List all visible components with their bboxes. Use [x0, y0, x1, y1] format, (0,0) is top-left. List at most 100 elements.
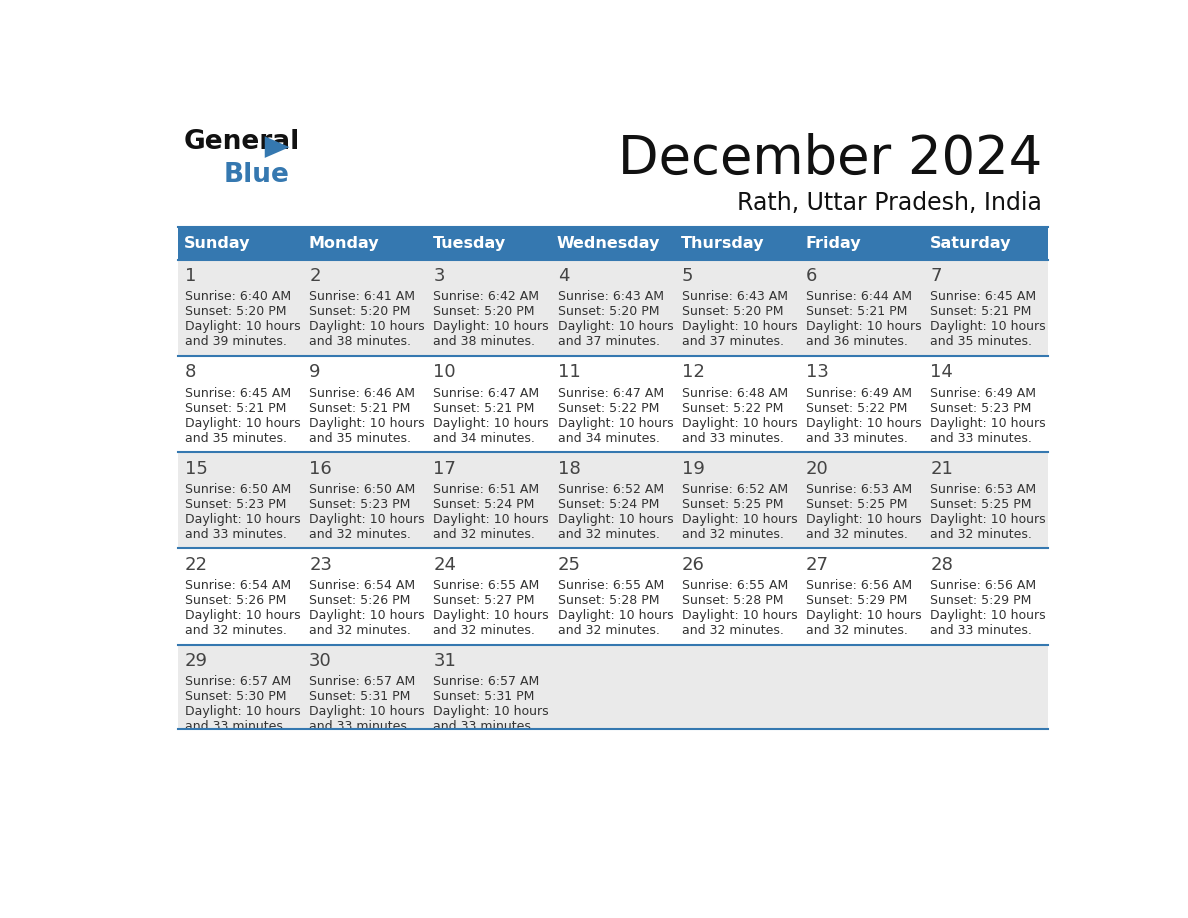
Bar — [800, 644, 923, 729]
Text: Sunset: 5:25 PM: Sunset: 5:25 PM — [930, 498, 1031, 510]
Text: Sunrise: 6:54 AM: Sunrise: 6:54 AM — [185, 579, 291, 592]
Bar — [923, 356, 1048, 452]
Text: Daylight: 10 hours: Daylight: 10 hours — [434, 513, 549, 526]
Bar — [923, 644, 1048, 729]
Text: Sunset: 5:29 PM: Sunset: 5:29 PM — [930, 594, 1031, 607]
Text: Sunset: 5:21 PM: Sunset: 5:21 PM — [185, 401, 286, 415]
Text: Sunrise: 6:53 AM: Sunrise: 6:53 AM — [805, 483, 912, 496]
Text: 19: 19 — [682, 460, 704, 477]
Text: Wednesday: Wednesday — [557, 236, 661, 251]
Text: and 32 minutes.: and 32 minutes. — [805, 624, 908, 637]
Bar — [178, 356, 302, 452]
Text: Sunrise: 6:40 AM: Sunrise: 6:40 AM — [185, 290, 291, 303]
Text: Daylight: 10 hours: Daylight: 10 hours — [557, 610, 674, 622]
Bar — [800, 260, 923, 356]
Text: 22: 22 — [185, 556, 208, 574]
Bar — [675, 548, 800, 644]
Text: and 34 minutes.: and 34 minutes. — [434, 431, 536, 444]
Text: Sunrise: 6:57 AM: Sunrise: 6:57 AM — [185, 676, 291, 688]
Text: Sunrise: 6:55 AM: Sunrise: 6:55 AM — [682, 579, 788, 592]
Text: 28: 28 — [930, 556, 953, 574]
Text: Daylight: 10 hours: Daylight: 10 hours — [930, 610, 1045, 622]
Text: Sunset: 5:28 PM: Sunset: 5:28 PM — [557, 594, 659, 607]
Text: and 33 minutes.: and 33 minutes. — [185, 528, 286, 541]
Bar — [800, 227, 923, 260]
Text: 21: 21 — [930, 460, 953, 477]
Text: Sunset: 5:20 PM: Sunset: 5:20 PM — [185, 306, 286, 319]
Text: Sunrise: 6:45 AM: Sunrise: 6:45 AM — [185, 386, 291, 399]
Text: and 36 minutes.: and 36 minutes. — [805, 335, 908, 349]
Text: Daylight: 10 hours: Daylight: 10 hours — [557, 513, 674, 526]
Text: Sunset: 5:25 PM: Sunset: 5:25 PM — [805, 498, 908, 510]
Text: 17: 17 — [434, 460, 456, 477]
Bar — [302, 548, 426, 644]
Text: and 32 minutes.: and 32 minutes. — [930, 528, 1032, 541]
Text: Daylight: 10 hours: Daylight: 10 hours — [185, 610, 301, 622]
Text: Daylight: 10 hours: Daylight: 10 hours — [805, 513, 922, 526]
Text: Sunrise: 6:56 AM: Sunrise: 6:56 AM — [805, 579, 912, 592]
Text: Sunrise: 6:55 AM: Sunrise: 6:55 AM — [557, 579, 664, 592]
Text: and 32 minutes.: and 32 minutes. — [805, 528, 908, 541]
Text: Friday: Friday — [805, 236, 861, 251]
Text: Daylight: 10 hours: Daylight: 10 hours — [930, 513, 1045, 526]
Text: 23: 23 — [309, 556, 333, 574]
Text: 2: 2 — [309, 267, 321, 285]
Text: Sunrise: 6:43 AM: Sunrise: 6:43 AM — [682, 290, 788, 303]
Text: and 35 minutes.: and 35 minutes. — [309, 431, 411, 444]
Text: Daylight: 10 hours: Daylight: 10 hours — [805, 610, 922, 622]
Text: 10: 10 — [434, 364, 456, 382]
Text: Sunset: 5:21 PM: Sunset: 5:21 PM — [309, 401, 411, 415]
Text: and 33 minutes.: and 33 minutes. — [309, 721, 411, 733]
Text: Daylight: 10 hours: Daylight: 10 hours — [682, 320, 797, 333]
Bar — [800, 548, 923, 644]
Text: and 33 minutes.: and 33 minutes. — [185, 721, 286, 733]
Bar — [178, 452, 302, 548]
Text: 16: 16 — [309, 460, 331, 477]
Text: Daylight: 10 hours: Daylight: 10 hours — [805, 417, 922, 430]
Text: and 32 minutes.: and 32 minutes. — [309, 528, 411, 541]
Text: Sunset: 5:31 PM: Sunset: 5:31 PM — [309, 690, 411, 703]
Bar — [800, 356, 923, 452]
Text: Sunset: 5:25 PM: Sunset: 5:25 PM — [682, 498, 783, 510]
Text: Sunrise: 6:52 AM: Sunrise: 6:52 AM — [682, 483, 788, 496]
Text: Sunrise: 6:43 AM: Sunrise: 6:43 AM — [557, 290, 664, 303]
Bar — [675, 227, 800, 260]
Text: and 32 minutes.: and 32 minutes. — [185, 624, 286, 637]
Text: Sunset: 5:23 PM: Sunset: 5:23 PM — [185, 498, 286, 510]
Text: Sunrise: 6:46 AM: Sunrise: 6:46 AM — [309, 386, 415, 399]
Text: Sunset: 5:22 PM: Sunset: 5:22 PM — [682, 401, 783, 415]
Text: Saturday: Saturday — [929, 236, 1011, 251]
Text: Sunrise: 6:49 AM: Sunrise: 6:49 AM — [805, 386, 912, 399]
Bar — [426, 227, 550, 260]
Bar — [178, 227, 302, 260]
Text: Daylight: 10 hours: Daylight: 10 hours — [434, 417, 549, 430]
Text: 31: 31 — [434, 653, 456, 670]
Text: and 37 minutes.: and 37 minutes. — [557, 335, 659, 349]
Text: 27: 27 — [805, 556, 829, 574]
Bar — [923, 227, 1048, 260]
Text: and 33 minutes.: and 33 minutes. — [930, 431, 1032, 444]
Text: and 33 minutes.: and 33 minutes. — [930, 624, 1032, 637]
Bar — [178, 260, 302, 356]
Text: and 32 minutes.: and 32 minutes. — [434, 528, 536, 541]
Text: Daylight: 10 hours: Daylight: 10 hours — [309, 610, 425, 622]
Text: December 2024: December 2024 — [618, 133, 1042, 185]
Bar — [550, 356, 675, 452]
Text: 20: 20 — [805, 460, 829, 477]
Text: Daylight: 10 hours: Daylight: 10 hours — [185, 705, 301, 719]
Text: 24: 24 — [434, 556, 456, 574]
Text: Sunrise: 6:53 AM: Sunrise: 6:53 AM — [930, 483, 1036, 496]
Text: Sunset: 5:20 PM: Sunset: 5:20 PM — [682, 306, 783, 319]
Bar — [550, 452, 675, 548]
Text: Sunrise: 6:55 AM: Sunrise: 6:55 AM — [434, 579, 539, 592]
Text: 9: 9 — [309, 364, 321, 382]
Text: Daylight: 10 hours: Daylight: 10 hours — [805, 320, 922, 333]
Text: Sunrise: 6:45 AM: Sunrise: 6:45 AM — [930, 290, 1036, 303]
Text: Thursday: Thursday — [681, 236, 765, 251]
Text: Sunset: 5:21 PM: Sunset: 5:21 PM — [805, 306, 908, 319]
Bar — [550, 227, 675, 260]
Text: Sunrise: 6:52 AM: Sunrise: 6:52 AM — [557, 483, 664, 496]
Text: General: General — [183, 129, 299, 155]
Text: Sunset: 5:24 PM: Sunset: 5:24 PM — [434, 498, 535, 510]
Text: Blue: Blue — [223, 162, 290, 188]
